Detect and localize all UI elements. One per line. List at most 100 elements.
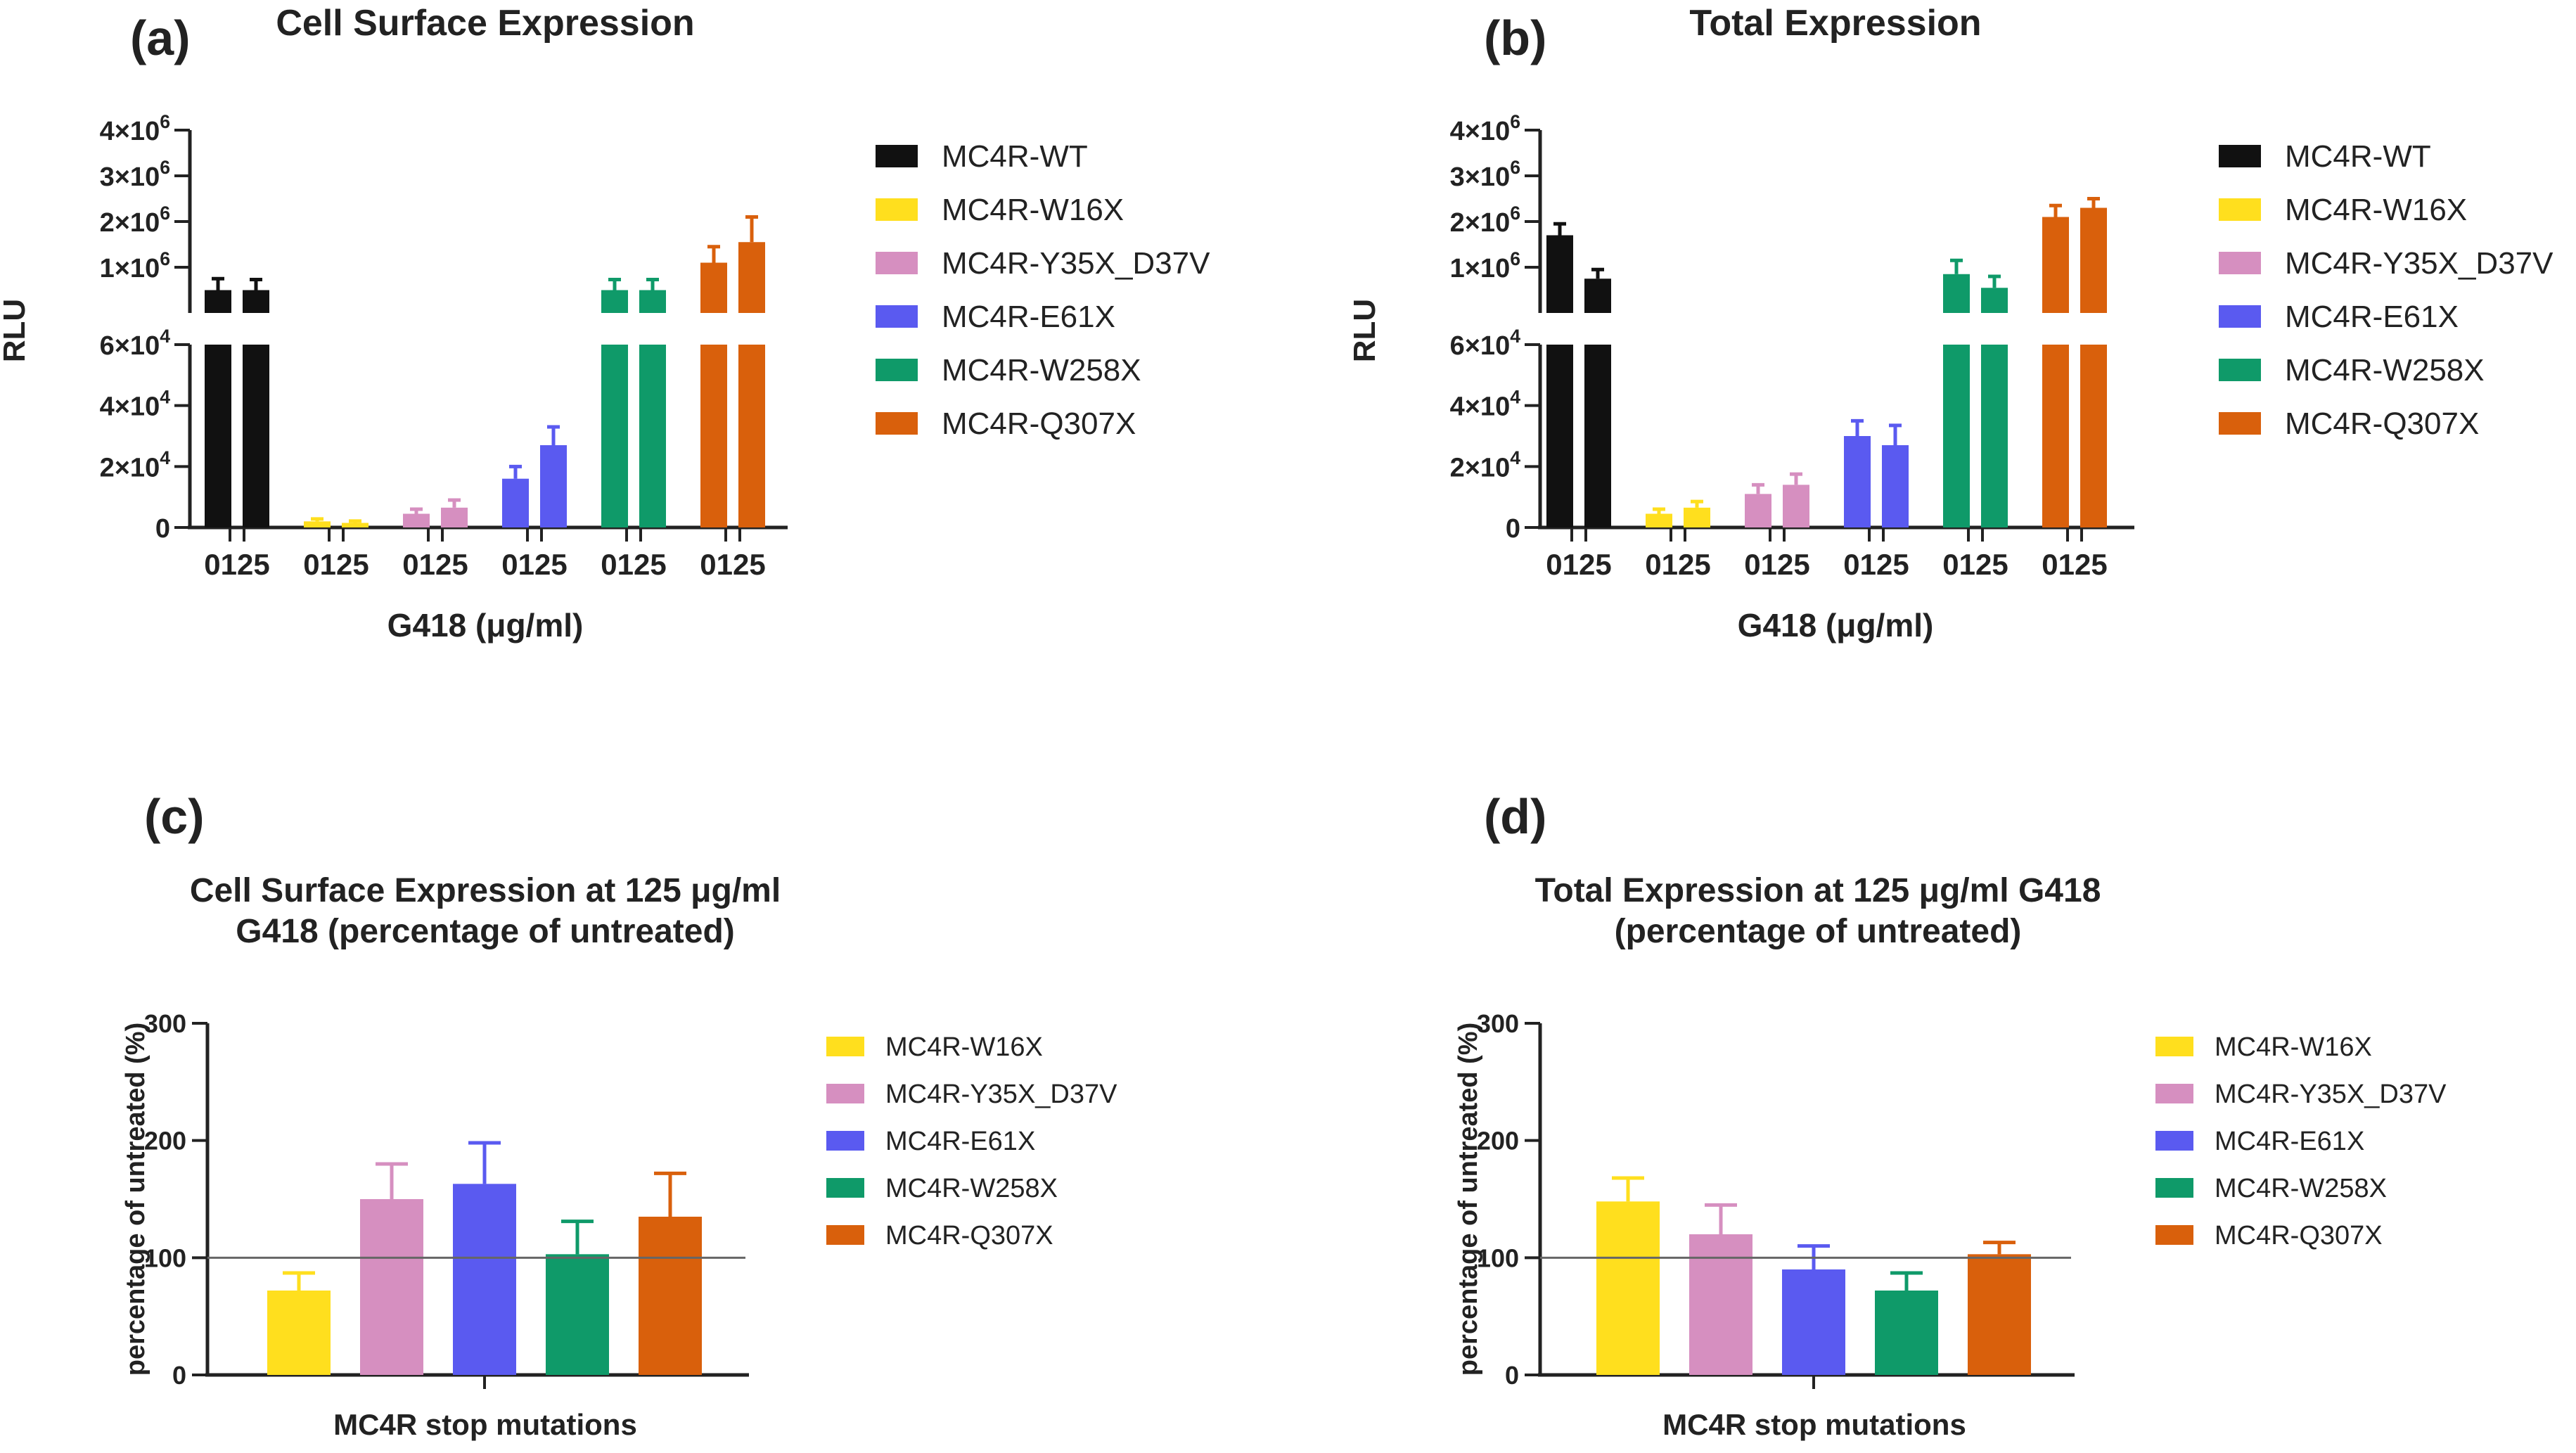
y-tick-label-d: 200 [1477, 1127, 1519, 1156]
legend-item: MC4R-WT [2219, 139, 2431, 174]
y-tick-label-lower-a: 0 [155, 514, 170, 544]
bar-segment [342, 523, 369, 527]
x-tick-label-b: 0125 [1645, 548, 1710, 581]
x-tick-label-b: 0125 [1942, 548, 2008, 581]
bar-lower-segment [601, 345, 628, 527]
y-tick-label-lower-a: 2×104 [100, 447, 171, 482]
bar-lower-segment [205, 345, 231, 527]
bar-segment [540, 445, 567, 527]
legend-label: MC4R-WT [2285, 139, 2431, 174]
legend-item: MC4R-Q307X [876, 407, 1136, 441]
y-tick-label-upper-b: 1×106 [1450, 248, 1520, 283]
bar [360, 1162, 423, 1375]
y-tick-label-upper-b: 3×106 [1450, 157, 1520, 192]
bar-rect [360, 1199, 423, 1375]
bar [639, 1171, 702, 1375]
legend-swatch [2155, 1225, 2193, 1245]
bar-upper-segment [1943, 274, 1970, 313]
bar-rect [1875, 1291, 1938, 1375]
panel-label-c: (c) [144, 789, 205, 844]
x-tick-label-b: 0125 [2042, 548, 2107, 581]
x-tick-label-a: 0125 [204, 548, 269, 581]
legend-item: MC4R-E61X [826, 1127, 1035, 1156]
x-axis-label-b: G418 (μg/ml) [1738, 607, 1934, 644]
legend-swatch [2219, 305, 2261, 328]
legend-item: MC4R-W258X [2219, 353, 2485, 388]
bar [540, 425, 567, 527]
legend-swatch [2219, 198, 2261, 221]
bar-segment [441, 507, 468, 527]
bar-rect [546, 1254, 609, 1375]
bar-upper-segment [2080, 207, 2107, 313]
legend-item: MC4R-Y35X_D37V [2155, 1080, 2447, 1109]
legend-swatch [876, 198, 918, 221]
y-tick-label-upper-a: 3×106 [100, 157, 170, 192]
legend-label: MC4R-Y35X_D37V [942, 246, 1210, 281]
y-axis-label-b: RLU [1347, 299, 1382, 362]
x-tick-label-a: 0125 [303, 548, 369, 581]
legend-swatch [2219, 359, 2261, 381]
legend-item: MC4R-W16X [876, 193, 1124, 227]
legend-swatch [826, 1225, 864, 1245]
legend-swatch [876, 305, 918, 328]
legend-label: MC4R-Q307X [2215, 1221, 2383, 1250]
bar [1783, 472, 1809, 527]
bar-upper-segment [738, 242, 765, 313]
bar [1689, 1203, 1752, 1375]
bar-segment [1745, 494, 1771, 527]
panel-label-a: (a) [130, 11, 191, 65]
legend-swatch [826, 1084, 864, 1103]
legend-item: MC4R-E61X [876, 300, 1115, 334]
chart-title-line-1-d: Total Expression at 125 μg/ml G418 [1535, 872, 2101, 909]
bar [1782, 1244, 1845, 1375]
y-tick-label-lower-b: 6×104 [1450, 326, 1521, 361]
bar-rect [1596, 1201, 1660, 1375]
legend-swatch [2155, 1131, 2193, 1151]
bar-upper-segment [700, 262, 727, 313]
x-tick-label-a: 0125 [501, 548, 567, 581]
legend-label: MC4R-W258X [2285, 353, 2485, 388]
bar-rect [267, 1291, 331, 1375]
chart-title-a: Cell Surface Expression [276, 3, 694, 44]
y-tick-label-c: 0 [172, 1361, 186, 1390]
legend-label: MC4R-Q307X [2285, 407, 2479, 441]
y-tick-label-d: 0 [1505, 1361, 1519, 1390]
y-tick-label-c: 100 [144, 1243, 186, 1272]
x-axis-label-d: MC4R stop mutations [1662, 1408, 1966, 1441]
legend-label: MC4R-WT [942, 139, 1088, 174]
bar-lower-segment [243, 345, 269, 527]
y-tick-label-c: 200 [144, 1127, 186, 1156]
bar [1981, 274, 2008, 527]
y-tick-label-lower-b: 2×104 [1450, 447, 1521, 482]
panel-label-b: (b) [1484, 11, 1546, 65]
legend-label: MC4R-W16X [942, 193, 1124, 227]
bar [639, 278, 666, 527]
legend-swatch [876, 252, 918, 274]
legend-item: MC4R-W16X [2219, 193, 2467, 227]
bar-lower-segment [738, 345, 765, 527]
bar-segment [1646, 513, 1672, 527]
legend-item: MC4R-Q307X [826, 1221, 1053, 1250]
bar-rect [639, 1217, 702, 1375]
bar [342, 519, 369, 527]
bar-segment [1882, 445, 1909, 527]
legend-item: MC4R-W258X [876, 353, 1141, 388]
legend-item: MC4R-WT [876, 139, 1088, 174]
bar-lower-segment [2080, 345, 2107, 527]
legend-item: MC4R-Y35X_D37V [2219, 246, 2553, 281]
x-tick-label-b: 0125 [1843, 548, 1909, 581]
y-axis-label-d: percentage of untreated (%) [1454, 1023, 1483, 1376]
bar [738, 215, 765, 527]
bar [441, 498, 468, 527]
bar-rect [1689, 1234, 1752, 1375]
bar [1968, 1241, 2031, 1375]
x-tick-label-a: 0125 [402, 548, 468, 581]
legend-swatch [876, 359, 918, 381]
legend-item: MC4R-Q307X [2155, 1221, 2383, 1250]
legend-label: MC4R-E61X [885, 1127, 1035, 1156]
x-tick-label-b: 0125 [1546, 548, 1611, 581]
legend-label: MC4R-Q307X [885, 1221, 1053, 1250]
bar-upper-segment [639, 290, 666, 313]
bar-lower-segment [700, 345, 727, 527]
